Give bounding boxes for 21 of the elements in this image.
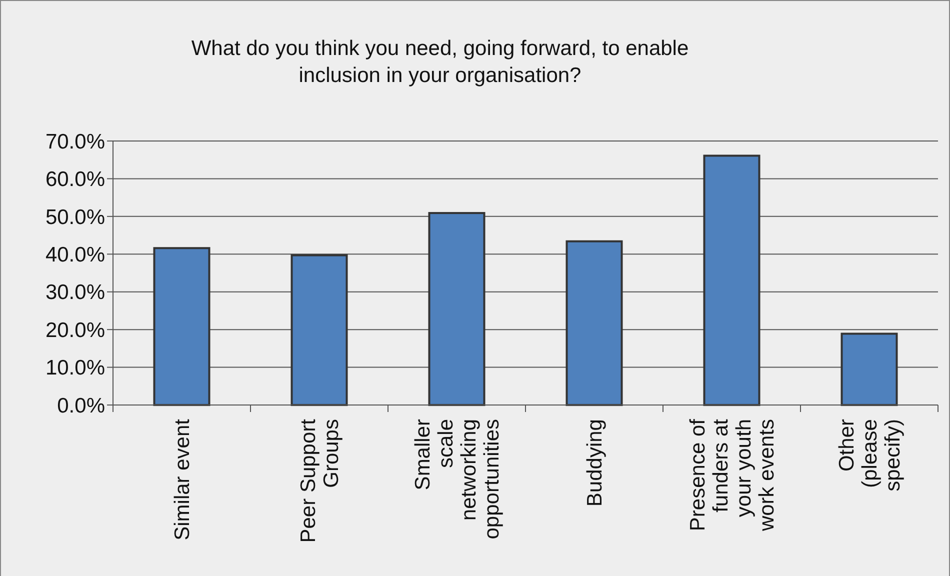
y-tick-label: 50.0% (45, 206, 105, 229)
y-tick-label: 60.0% (45, 168, 105, 192)
x-tick-label: Smaller scale networking opportunities (412, 419, 504, 540)
y-tick-label: 0.0% (57, 394, 105, 418)
chart-title: What do you think you need, going forward, to enable inclusion in your organisation? (191, 37, 689, 87)
y-tick-label: 20.0% (45, 318, 105, 342)
x-tick-label: Similar event (171, 418, 194, 540)
bar (703, 154, 760, 406)
bar (428, 212, 486, 406)
y-tick-label: 30.0% (45, 281, 105, 304)
bar (153, 247, 210, 406)
x-tick-label: Presence of funders at your youth work events (686, 418, 779, 532)
x-tick-label: Peer Support Groups (297, 418, 344, 543)
bar (840, 332, 898, 406)
bar (566, 240, 623, 406)
x-tick-label: Buddying (584, 419, 607, 507)
x-tick-label: Other (please specify) (836, 419, 905, 492)
bar (290, 254, 348, 406)
y-tick-label: 10.0% (45, 356, 105, 380)
y-tick-label: 40.0% (45, 243, 105, 266)
y-tick-label: 70.0% (45, 130, 105, 154)
